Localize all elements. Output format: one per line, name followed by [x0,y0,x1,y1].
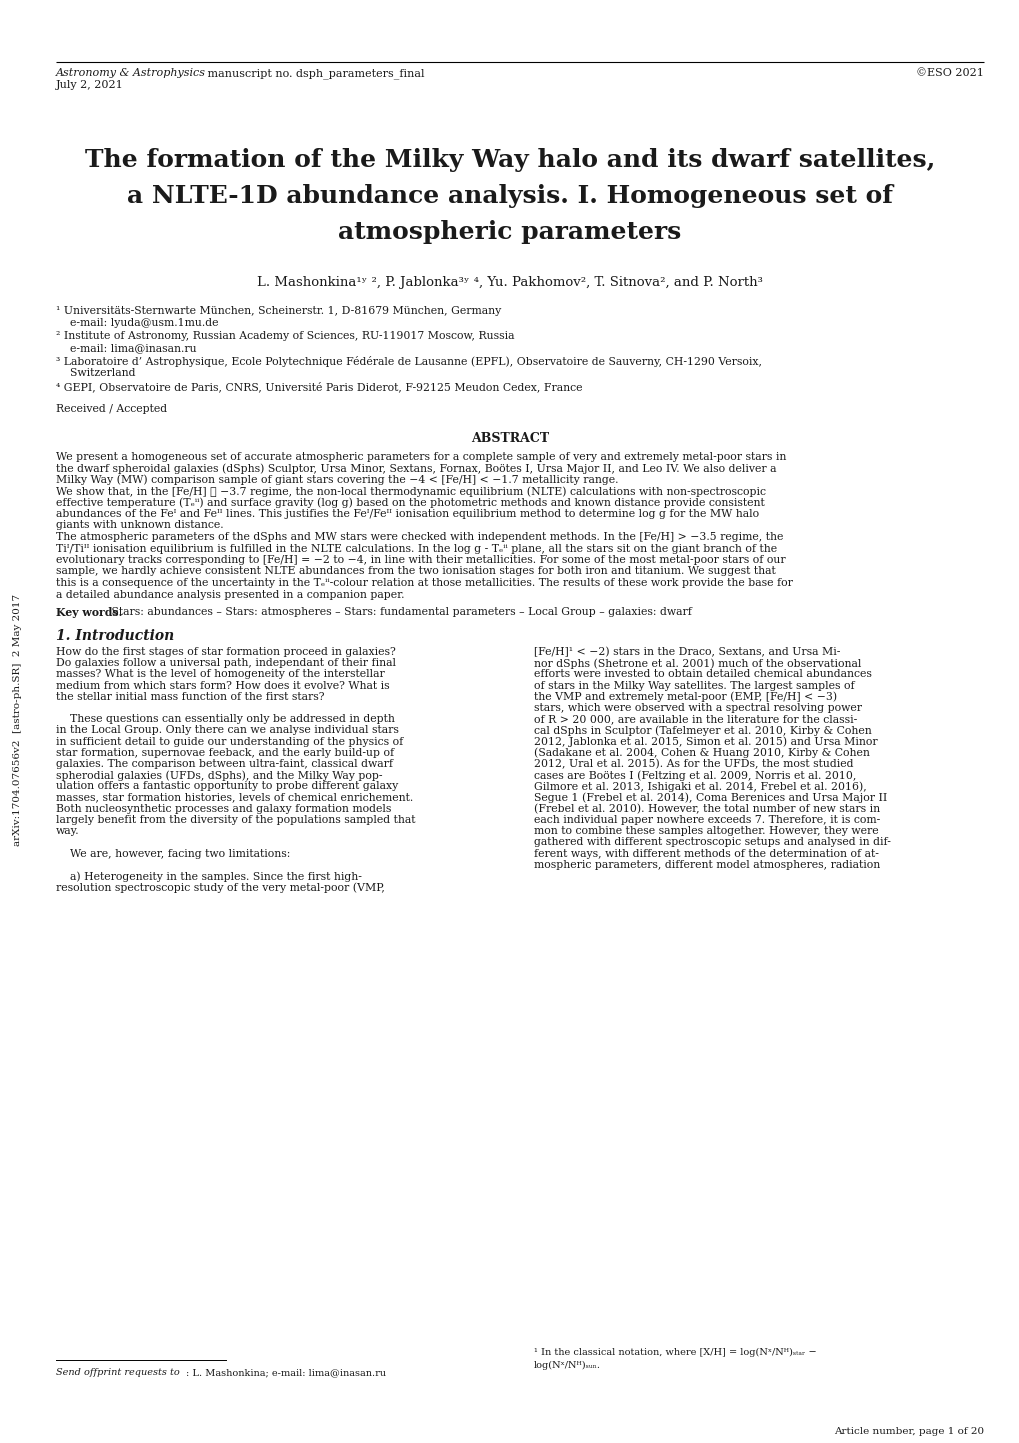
Text: the VMP and extremely metal-poor (EMP, [Fe/H] < −3): the VMP and extremely metal-poor (EMP, [… [534,691,837,703]
Text: arXiv:1704.07656v2  [astro-ph.SR]  2 May 2017: arXiv:1704.07656v2 [astro-ph.SR] 2 May 2… [13,595,22,846]
Text: the stellar initial mass function of the first stars?: the stellar initial mass function of the… [56,691,324,701]
Text: Stars: abundances – Stars: atmospheres – Stars: fundamental parameters – Local G: Stars: abundances – Stars: atmospheres –… [108,608,691,618]
Text: gathered with different spectroscopic setups and analysed in dif-: gathered with different spectroscopic se… [534,837,890,847]
Text: a detailed abundance analysis presented in a companion paper.: a detailed abundance analysis presented … [56,590,405,599]
Text: 2012, Jablonka et al. 2015, Simon et al. 2015) and Ursa Minor: 2012, Jablonka et al. 2015, Simon et al.… [534,736,876,747]
Text: effective temperature (Tₑⁱⁱ) and surface gravity (log g) based on the photometri: effective temperature (Tₑⁱⁱ) and surface… [56,498,764,508]
Text: resolution spectroscopic study of the very metal-poor (VMP,: resolution spectroscopic study of the ve… [56,882,384,893]
Text: mon to combine these samples altogether. However, they were: mon to combine these samples altogether.… [534,827,877,835]
Text: in sufficient detail to guide our understanding of the physics of: in sufficient detail to guide our unders… [56,736,403,746]
Text: ©ESO 2021: ©ESO 2021 [915,68,983,78]
Text: this is a consequence of the uncertainty in the Tₑⁱⁱ-colour relation at those me: this is a consequence of the uncertainty… [56,579,792,587]
Text: We are, however, facing two limitations:: We are, however, facing two limitations: [56,848,290,859]
Text: [Fe/H]¹ < −2) stars in the Draco, Sextans, and Ursa Mi-: [Fe/H]¹ < −2) stars in the Draco, Sextan… [534,646,840,658]
Text: cal dSphs in Sculptor (Tafelmeyer et al. 2010, Kirby & Cohen: cal dSphs in Sculptor (Tafelmeyer et al.… [534,726,871,736]
Text: sample, we hardly achieve consistent NLTE abundances from the two ionisation sta: sample, we hardly achieve consistent NLT… [56,567,775,577]
Text: Do galaxies follow a universal path, independant of their final: Do galaxies follow a universal path, ind… [56,658,395,668]
Text: (Sadakane et al. 2004, Cohen & Huang 2010, Kirby & Cohen: (Sadakane et al. 2004, Cohen & Huang 201… [534,747,869,759]
Text: Switzerland: Switzerland [56,368,136,378]
Text: The formation of the Milky Way halo and its dwarf satellites,: The formation of the Milky Way halo and … [85,149,934,172]
Text: Astronomy & Astrophysics: Astronomy & Astrophysics [56,68,206,78]
Text: Article number, page 1 of 20: Article number, page 1 of 20 [834,1427,983,1436]
Text: giants with unknown distance.: giants with unknown distance. [56,521,223,531]
Text: mospheric parameters, different model atmospheres, radiation: mospheric parameters, different model at… [534,860,879,870]
Text: medium from which stars form? How does it evolve? What is: medium from which stars form? How does i… [56,681,389,691]
Text: ¹ Universitäts-Sternwarte München, Scheinerstr. 1, D-81679 München, Germany: ¹ Universitäts-Sternwarte München, Schei… [56,306,500,316]
Text: atmospheric parameters: atmospheric parameters [338,219,681,244]
Text: We show that, in the [Fe/H] ≳ −3.7 regime, the non-local thermodynamic equilibri: We show that, in the [Fe/H] ≳ −3.7 regim… [56,486,765,496]
Text: ¹ In the classical notation, where [X/H] = log(Nˣ/Nᴴ)ₛₜₐᵣ −: ¹ In the classical notation, where [X/H]… [534,1348,816,1356]
Text: Both nucleosynthetic processes and galaxy formation models: Both nucleosynthetic processes and galax… [56,804,391,814]
Text: largely benefit from the diversity of the populations sampled that: largely benefit from the diversity of th… [56,815,415,825]
Text: in the Local Group. Only there can we analyse individual stars: in the Local Group. Only there can we an… [56,726,398,736]
Text: e-mail: lima@inasan.ru: e-mail: lima@inasan.ru [56,343,197,354]
Text: How do the first stages of star formation proceed in galaxies?: How do the first stages of star formatio… [56,646,395,657]
Text: star formation, supernovae feeback, and the early build-up of: star formation, supernovae feeback, and … [56,747,393,758]
Text: of stars in the Milky Way satellites. The largest samples of: of stars in the Milky Way satellites. Th… [534,681,854,691]
Text: Milky Way (MW) comparison sample of giant stars covering the −4 < [Fe/H] < −1.7 : Milky Way (MW) comparison sample of gian… [56,475,618,485]
Text: masses? What is the level of homogeneity of the interstellar: masses? What is the level of homogeneity… [56,670,384,680]
Text: 2012, Ural et al. 2015). As for the UFDs, the most studied: 2012, Ural et al. 2015). As for the UFDs… [534,759,853,769]
Text: e-mail: lyuda@usm.1mu.de: e-mail: lyuda@usm.1mu.de [56,319,218,329]
Text: The atmospheric parameters of the dSphs and MW stars were checked with independe: The atmospheric parameters of the dSphs … [56,532,783,543]
Text: (Frebel et al. 2010). However, the total number of new stars in: (Frebel et al. 2010). However, the total… [534,804,879,814]
Text: way.: way. [56,827,79,835]
Text: masses, star formation histories, levels of chemical enrichement.: masses, star formation histories, levels… [56,792,413,802]
Text: Gilmore et al. 2013, Ishigaki et al. 2014, Frebel et al. 2016),: Gilmore et al. 2013, Ishigaki et al. 201… [534,782,866,792]
Text: spherodial galaxies (UFDs, dSphs), and the Milky Way pop-: spherodial galaxies (UFDs, dSphs), and t… [56,771,382,781]
Text: galaxies. The comparison between ultra-faint, classical dwarf: galaxies. The comparison between ultra-f… [56,759,392,769]
Text: cases are Boötes I (Feltzing et al. 2009, Norris et al. 2010,: cases are Boötes I (Feltzing et al. 2009… [534,771,856,781]
Text: of R > 20 000, are available in the literature for the classi-: of R > 20 000, are available in the lite… [534,714,856,724]
Text: ⁴ GEPI, Observatoire de Paris, CNRS, Université Paris Diderot, F-92125 Meudon Ce: ⁴ GEPI, Observatoire de Paris, CNRS, Uni… [56,381,582,392]
Text: We present a homogeneous set of accurate atmospheric parameters for a complete s: We present a homogeneous set of accurate… [56,452,786,462]
Text: stars, which were observed with a spectral resolving power: stars, which were observed with a spectr… [534,703,861,713]
Text: : L. Mashonkina; e-mail: lima@inasan.ru: : L. Mashonkina; e-mail: lima@inasan.ru [185,1368,386,1377]
Text: a) Heterogeneity in the samples. Since the first high-: a) Heterogeneity in the samples. Since t… [56,872,362,882]
Text: Segue 1 (Frebel et al. 2014), Coma Berenices and Ursa Major II: Segue 1 (Frebel et al. 2014), Coma Beren… [534,792,887,804]
Text: ferent ways, with different methods of the determination of at-: ferent ways, with different methods of t… [534,848,878,859]
Text: Tiᴵ/Tiᴵᴵ ionisation equilibrium is fulfilled in the NLTE calculations. In the lo: Tiᴵ/Tiᴵᴵ ionisation equilibrium is fulfi… [56,544,776,554]
Text: abundances of the Feᴵ and Feᴵᴵ lines. This justifies the Feᴵ/Feᴵᴵ ionisation equ: abundances of the Feᴵ and Feᴵᴵ lines. Th… [56,509,758,519]
Text: Send offprint requests to: Send offprint requests to [56,1368,179,1377]
Text: efforts were invested to obtain detailed chemical abundances: efforts were invested to obtain detailed… [534,670,871,680]
Text: log(Nˣ/Nᴴ)ₛᵤₙ.: log(Nˣ/Nᴴ)ₛᵤₙ. [534,1361,600,1369]
Text: each individual paper nowhere exceeds 7. Therefore, it is com-: each individual paper nowhere exceeds 7.… [534,815,879,825]
Text: evolutionary tracks corresponding to [Fe/H] = −2 to −4, in line with their metal: evolutionary tracks corresponding to [Fe… [56,556,785,566]
Text: the dwarf spheroidal galaxies (dSphs) Sculptor, Ursa Minor, Sextans, Fornax, Boö: the dwarf spheroidal galaxies (dSphs) Sc… [56,463,775,473]
Text: a NLTE-1D abundance analysis. I. Homogeneous set of: a NLTE-1D abundance analysis. I. Homogen… [127,185,892,208]
Text: Key words.: Key words. [56,608,122,618]
Text: manuscript no. dsph_parameters_final: manuscript no. dsph_parameters_final [204,68,424,79]
Text: 1. Introduction: 1. Introduction [56,629,174,644]
Text: Received / Accepted: Received / Accepted [56,404,167,414]
Text: nor dSphs (Shetrone et al. 2001) much of the observational: nor dSphs (Shetrone et al. 2001) much of… [534,658,860,668]
Text: ulation offers a fantastic opportunity to probe different galaxy: ulation offers a fantastic opportunity t… [56,782,397,791]
Text: ABSTRACT: ABSTRACT [471,431,548,444]
Text: ³ Laboratoire d’ Astrophysique, Ecole Polytechnique Fédérale de Lausanne (EPFL),: ³ Laboratoire d’ Astrophysique, Ecole Po… [56,356,761,367]
Text: These questions can essentially only be addressed in depth: These questions can essentially only be … [56,714,394,724]
Text: L. Mashonkina¹ʸ ², P. Jablonka³ʸ ⁴, Yu. Pakhomov², T. Sitnova², and P. North³: L. Mashonkina¹ʸ ², P. Jablonka³ʸ ⁴, Yu. … [257,276,762,289]
Text: July 2, 2021: July 2, 2021 [56,79,123,89]
Text: ² Institute of Astronomy, Russian Academy of Sciences, RU-119017 Moscow, Russia: ² Institute of Astronomy, Russian Academ… [56,330,514,341]
